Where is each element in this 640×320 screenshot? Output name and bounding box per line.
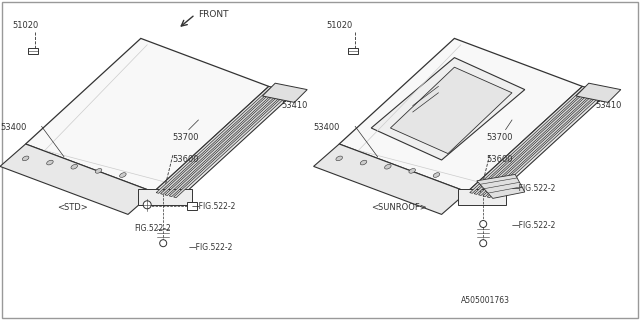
- Text: A505001763: A505001763: [461, 296, 510, 305]
- Polygon shape: [339, 38, 582, 192]
- Text: FIG.522-2: FIG.522-2: [134, 224, 171, 233]
- Polygon shape: [262, 83, 307, 102]
- Polygon shape: [169, 90, 287, 196]
- Text: —FIG.522-2: —FIG.522-2: [192, 202, 236, 211]
- Ellipse shape: [385, 164, 391, 169]
- Polygon shape: [314, 144, 467, 214]
- Polygon shape: [483, 90, 600, 196]
- Polygon shape: [470, 87, 588, 193]
- Text: <STD>: <STD>: [58, 204, 88, 212]
- Polygon shape: [474, 88, 592, 194]
- Text: 53400: 53400: [0, 124, 26, 132]
- Polygon shape: [467, 86, 608, 198]
- Polygon shape: [479, 89, 596, 196]
- Polygon shape: [371, 58, 525, 160]
- Polygon shape: [576, 83, 621, 102]
- FancyBboxPatch shape: [348, 48, 358, 54]
- Text: —FIG.522-2: —FIG.522-2: [189, 244, 233, 252]
- Text: 53410: 53410: [282, 101, 308, 110]
- Polygon shape: [390, 67, 512, 154]
- Ellipse shape: [22, 156, 29, 161]
- Text: —FIG.522-2: —FIG.522-2: [512, 184, 556, 193]
- Text: 53410: 53410: [595, 101, 621, 110]
- Text: <SUNROOF>: <SUNROOF>: [371, 204, 427, 212]
- Text: 53600: 53600: [486, 156, 513, 164]
- Text: 51020: 51020: [13, 21, 39, 30]
- FancyBboxPatch shape: [28, 48, 38, 54]
- Polygon shape: [458, 189, 506, 205]
- Ellipse shape: [409, 169, 415, 173]
- Circle shape: [160, 240, 166, 247]
- Text: 53700: 53700: [486, 133, 513, 142]
- Text: FRONT: FRONT: [198, 10, 229, 19]
- Ellipse shape: [360, 160, 367, 165]
- Ellipse shape: [336, 156, 342, 161]
- Circle shape: [480, 220, 486, 228]
- Polygon shape: [161, 88, 278, 194]
- Ellipse shape: [95, 169, 102, 173]
- Circle shape: [480, 240, 486, 247]
- Polygon shape: [154, 86, 294, 198]
- Polygon shape: [487, 92, 605, 198]
- Text: 53400: 53400: [314, 124, 340, 132]
- FancyBboxPatch shape: [187, 202, 197, 210]
- Ellipse shape: [120, 173, 126, 177]
- Ellipse shape: [71, 164, 77, 169]
- Polygon shape: [477, 174, 525, 198]
- Polygon shape: [173, 92, 291, 198]
- Text: 51020: 51020: [326, 21, 353, 30]
- Text: 53600: 53600: [173, 156, 199, 164]
- Polygon shape: [156, 87, 274, 193]
- Polygon shape: [165, 89, 283, 196]
- Ellipse shape: [433, 173, 440, 177]
- Text: —FIG.522-2: —FIG.522-2: [512, 221, 556, 230]
- Text: 53700: 53700: [173, 133, 199, 142]
- Polygon shape: [26, 38, 269, 192]
- Circle shape: [143, 201, 151, 209]
- Polygon shape: [138, 189, 192, 205]
- Polygon shape: [0, 144, 154, 214]
- Ellipse shape: [47, 160, 53, 165]
